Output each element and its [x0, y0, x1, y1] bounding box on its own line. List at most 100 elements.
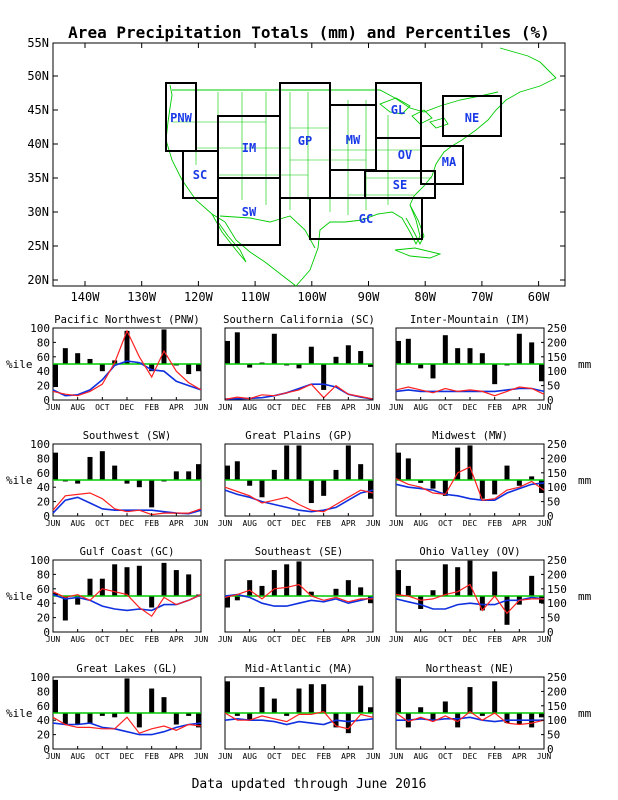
- month-label: FEB: [316, 403, 331, 412]
- total-precip-line: [395, 466, 545, 501]
- right-tick-label: 0: [547, 626, 554, 639]
- percentile-bar: [308, 684, 314, 713]
- percentile-bar: [455, 713, 461, 728]
- map-lon-label: 130W: [127, 290, 157, 304]
- region-label-im: IM: [242, 141, 256, 155]
- month-label: OCT: [267, 635, 282, 644]
- normal-precip-line: [224, 489, 374, 513]
- region-box-sw: [217, 177, 281, 246]
- percentile-bar: [296, 561, 302, 596]
- percentile-bar: [455, 348, 461, 364]
- month-label: OCT: [438, 635, 453, 644]
- percentile-bar: [321, 480, 327, 496]
- map-lon-label: 80W: [414, 290, 436, 304]
- percentile-bar: [418, 596, 424, 609]
- month-label: DEC: [120, 752, 135, 761]
- month-label: JUN: [46, 752, 61, 761]
- percentile-bar: [296, 688, 302, 713]
- percentile-bar: [99, 578, 105, 596]
- percentile-bar: [442, 564, 448, 596]
- right-tick-label: 150: [547, 700, 567, 713]
- percentile-bar: [234, 713, 240, 716]
- left-tick-label: 80: [37, 568, 50, 581]
- left-tick-label: 60: [37, 700, 50, 713]
- month-label: FEB: [316, 519, 331, 528]
- left-tick-label: 20: [37, 729, 50, 742]
- left-tick-label: 100: [30, 554, 50, 567]
- map-lon-labels: 140W 130W 120W 110W 100W 90W 80W 70W 60W: [71, 43, 550, 304]
- right-tick-label: 50: [547, 729, 560, 742]
- month-label: DEC: [463, 752, 478, 761]
- total-precip-line: [395, 583, 544, 615]
- percentile-bar: [124, 567, 130, 596]
- panel-7: Gulf Coast (GC)JUN AUG OCT DEC FEB APR JUN0204…: [6, 546, 208, 644]
- right-tick-label: 250: [547, 554, 567, 567]
- percentile-bar: [186, 471, 192, 480]
- month-label: AUG: [413, 519, 428, 528]
- right-tick-label: 150: [547, 583, 567, 596]
- month-label: OCT: [267, 752, 282, 761]
- right-tick-label: 100: [547, 714, 567, 727]
- right-tick-label: 150: [547, 467, 567, 480]
- percentile-bar: [196, 713, 201, 728]
- map-lon-label: 100W: [297, 290, 327, 304]
- month-label: JUN: [389, 635, 404, 644]
- percentile-bar: [405, 338, 411, 364]
- percentile-bar: [358, 351, 364, 364]
- month-label: OCT: [95, 403, 110, 412]
- percentile-bar: [396, 570, 401, 596]
- percentile-bar: [234, 461, 240, 480]
- percentile-bar: [418, 707, 424, 713]
- percentile-bar: [173, 713, 179, 725]
- normal-precip-line: [396, 716, 544, 723]
- percentile-bar: [396, 340, 401, 364]
- percentile-bar: [62, 713, 68, 725]
- percentile-bar: [124, 480, 130, 484]
- right-tick-label: 200: [547, 336, 567, 349]
- percentile-bar: [529, 342, 535, 364]
- percentile-bar: [75, 353, 81, 364]
- right-axis-label: mm: [578, 707, 592, 720]
- percentile-bar: [87, 713, 93, 724]
- percentile-bar: [75, 480, 81, 484]
- percentile-bar: [225, 681, 230, 713]
- panel-12: Northeast (NE)JUN AUG OCT DEC FEB APR JUN05010…: [389, 663, 592, 761]
- panel-title: Pacific Northwest (PNW): [54, 314, 199, 326]
- total-precip-line: [52, 588, 202, 618]
- month-label: OCT: [95, 752, 110, 761]
- left-tick-label: 0: [43, 626, 50, 639]
- percentile-bar: [173, 471, 179, 480]
- month-label: DEC: [463, 519, 478, 528]
- month-label: FEB: [487, 635, 502, 644]
- right-tick-label: 150: [547, 351, 567, 364]
- month-label: JUN: [194, 519, 209, 528]
- percentile-bar: [442, 480, 448, 496]
- percentile-bar: [358, 587, 364, 596]
- percentile-bar: [99, 451, 105, 480]
- percentile-bar: [467, 687, 473, 713]
- percentile-bar: [53, 593, 58, 596]
- normal-precip-line: [52, 722, 202, 736]
- left-tick-label: 40: [37, 597, 50, 610]
- month-label: FEB: [144, 403, 159, 412]
- left-tick-label: 20: [37, 380, 50, 393]
- total-precip-line: [52, 716, 202, 734]
- month-label: OCT: [95, 635, 110, 644]
- normal-precip-line: [52, 360, 202, 397]
- map-lon-label: 110W: [241, 290, 271, 304]
- left-tick-label: 80: [37, 685, 50, 698]
- percentile-bar: [405, 458, 411, 480]
- total-precip-line: [395, 386, 545, 397]
- percentile-bar: [271, 333, 277, 364]
- month-label: APR: [169, 519, 184, 528]
- left-tick-label: 80: [37, 452, 50, 465]
- month-label: FEB: [316, 635, 331, 644]
- percentile-bar: [492, 364, 498, 385]
- percentile-bar: [112, 465, 118, 480]
- left-tick-label: 0: [43, 743, 50, 756]
- region-label-ma: MA: [442, 155, 457, 169]
- left-tick-label: 20: [37, 496, 50, 509]
- left-tick-label: 40: [37, 714, 50, 727]
- percentile-bar: [368, 596, 373, 604]
